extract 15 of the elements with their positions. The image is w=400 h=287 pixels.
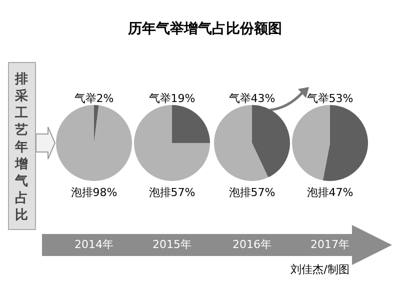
slice-label: 泡排57% xyxy=(148,185,196,200)
slice-label: 气举53% xyxy=(306,91,354,106)
text: 2015年 xyxy=(152,237,192,252)
slice-label: 气举2% xyxy=(73,91,115,106)
text: 刘佳杰/制图 xyxy=(290,262,350,277)
slice-label: 泡排98% xyxy=(70,185,118,200)
text: 2017年 xyxy=(310,237,350,252)
text: 历年气举增气占比份额图 xyxy=(126,20,283,38)
text: 2014年 xyxy=(74,237,114,252)
text: 排采工艺年增气占比 xyxy=(15,72,28,223)
slice-label: 泡排57% xyxy=(228,185,276,200)
slice-label: 气举19% xyxy=(148,91,196,106)
slice-label: 气举43% xyxy=(228,91,276,106)
slice-label: 泡排47% xyxy=(306,185,354,200)
text: 2016年 xyxy=(232,237,272,252)
